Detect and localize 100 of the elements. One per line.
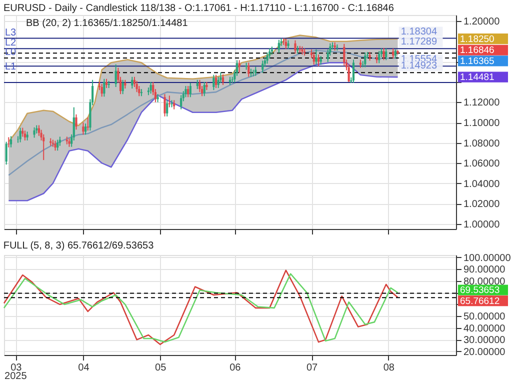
x-tick-label: 05 bbox=[155, 362, 167, 374]
candlestick bbox=[266, 52, 268, 64]
candlestick bbox=[138, 85, 140, 97]
x-tick-label: 04 bbox=[78, 362, 90, 374]
x-tick-label: 08 bbox=[383, 362, 395, 374]
candlestick bbox=[103, 78, 106, 98]
candlestick bbox=[82, 122, 84, 136]
y-tick-label: 80.00000 bbox=[464, 276, 506, 288]
candlestick bbox=[294, 40, 296, 54]
y-tick-label: 1.20000 bbox=[464, 16, 500, 28]
y-tick-label: 90.00000 bbox=[464, 264, 506, 276]
candlestick bbox=[217, 76, 220, 89]
candlestick bbox=[278, 39, 280, 54]
candlestick bbox=[343, 43, 346, 66]
chart-title: EURUSD - Daily - Candlestick 118/138 - O:1.17061 - H:1.17110 - L:1.16700 - C:1.16846 bbox=[4, 3, 394, 14]
candlestick bbox=[222, 74, 224, 86]
candlestick bbox=[268, 48, 271, 60]
candlestick bbox=[180, 94, 182, 110]
candlestick bbox=[282, 38, 285, 46]
y-tick-label: 1.10000 bbox=[464, 118, 500, 130]
candlestick bbox=[317, 54, 320, 67]
candlestick bbox=[10, 136, 12, 148]
candlestick bbox=[238, 60, 240, 74]
candlestick bbox=[187, 85, 190, 98]
x-tick-label: 06 bbox=[230, 362, 242, 374]
candlestick bbox=[38, 124, 40, 136]
candlestick bbox=[212, 74, 215, 91]
annotation: 69.53653 bbox=[460, 285, 500, 296]
candlestick bbox=[298, 45, 301, 54]
candlestick bbox=[284, 38, 287, 50]
candlestick bbox=[336, 44, 338, 51]
annotation: 1.16846 bbox=[460, 45, 494, 56]
ref-line-label: 1.18304 bbox=[400, 26, 438, 38]
candlestick bbox=[164, 94, 166, 117]
y-tick-label: 1.12000 bbox=[464, 98, 500, 109]
candlestick bbox=[168, 95, 170, 108]
candlestick bbox=[364, 52, 366, 68]
candlestick bbox=[196, 79, 198, 90]
candlestick bbox=[54, 140, 56, 152]
y-tick-label: 30.00000 bbox=[464, 335, 506, 346]
ref-line-label: 1.14923 bbox=[400, 60, 438, 72]
y-tick-label: 1.02000 bbox=[464, 199, 500, 210]
ref-line-label: 1.17289 bbox=[400, 36, 438, 48]
candlestick bbox=[58, 136, 61, 146]
candlestick bbox=[352, 59, 355, 84]
y-tick-label: 20.00000 bbox=[464, 346, 506, 358]
candlestick bbox=[394, 48, 396, 60]
candlestick bbox=[198, 79, 201, 93]
y-tick-label: 40.00000 bbox=[464, 323, 506, 334]
candlestick bbox=[254, 66, 257, 76]
candlestick bbox=[33, 126, 36, 138]
candlestick bbox=[382, 47, 385, 61]
candlestick bbox=[114, 64, 117, 88]
x-tick-label: 03 bbox=[10, 362, 22, 374]
text: 2025 bbox=[4, 371, 28, 382]
chart-title: FULL (5, 8, 3) 65.76612/69.53653 bbox=[3, 240, 154, 252]
annotation: L2 bbox=[5, 38, 17, 49]
x-tick-label: 07 bbox=[306, 362, 318, 374]
candlestick bbox=[100, 83, 103, 98]
candlestick bbox=[5, 141, 8, 166]
y-tick-label: 1.04000 bbox=[464, 178, 500, 190]
candlestick bbox=[8, 136, 10, 148]
candlestick bbox=[84, 123, 87, 136]
candlestick bbox=[385, 48, 388, 61]
candlestick bbox=[250, 68, 252, 78]
candlestick bbox=[378, 50, 380, 64]
candlestick bbox=[214, 74, 218, 89]
y-tick-label: 1.08000 bbox=[464, 138, 500, 150]
candlestick bbox=[133, 76, 136, 88]
candlestick bbox=[42, 134, 45, 161]
annotation: 1.16365 bbox=[460, 56, 494, 67]
candlestick bbox=[203, 81, 206, 97]
candlestick bbox=[56, 139, 59, 152]
candlestick bbox=[131, 76, 134, 90]
candlestick bbox=[348, 64, 350, 82]
candlestick bbox=[189, 82, 192, 98]
candlestick bbox=[105, 78, 108, 89]
candlestick bbox=[312, 52, 315, 66]
candlestick bbox=[392, 48, 394, 60]
y-tick-label: 100.00000 bbox=[464, 252, 512, 264]
candlestick bbox=[136, 80, 138, 93]
y-tick-label: 1.06000 bbox=[464, 158, 500, 170]
annotation: 65.76612 bbox=[460, 296, 500, 307]
candlestick bbox=[184, 85, 187, 98]
candlestick bbox=[75, 114, 78, 130]
annotation: 1.14481 bbox=[460, 72, 494, 84]
candlestick bbox=[315, 48, 318, 66]
annotation: 1.18250 bbox=[460, 34, 494, 45]
candlestick bbox=[166, 100, 168, 117]
candlestick bbox=[19, 127, 22, 143]
y-tick-label: 50.00000 bbox=[464, 312, 506, 323]
candlestick bbox=[150, 81, 152, 94]
candlestick bbox=[173, 100, 176, 110]
y-tick-label: 1.00000 bbox=[464, 219, 500, 230]
candlestick bbox=[262, 60, 264, 74]
chart-subtitle: BB (20, 2) 1.16365/1.18250/1.14481 bbox=[26, 18, 188, 29]
annotation: L3 bbox=[5, 27, 17, 38]
candlestick bbox=[248, 62, 250, 78]
candlestick bbox=[122, 79, 124, 95]
candlestick bbox=[252, 69, 254, 77]
